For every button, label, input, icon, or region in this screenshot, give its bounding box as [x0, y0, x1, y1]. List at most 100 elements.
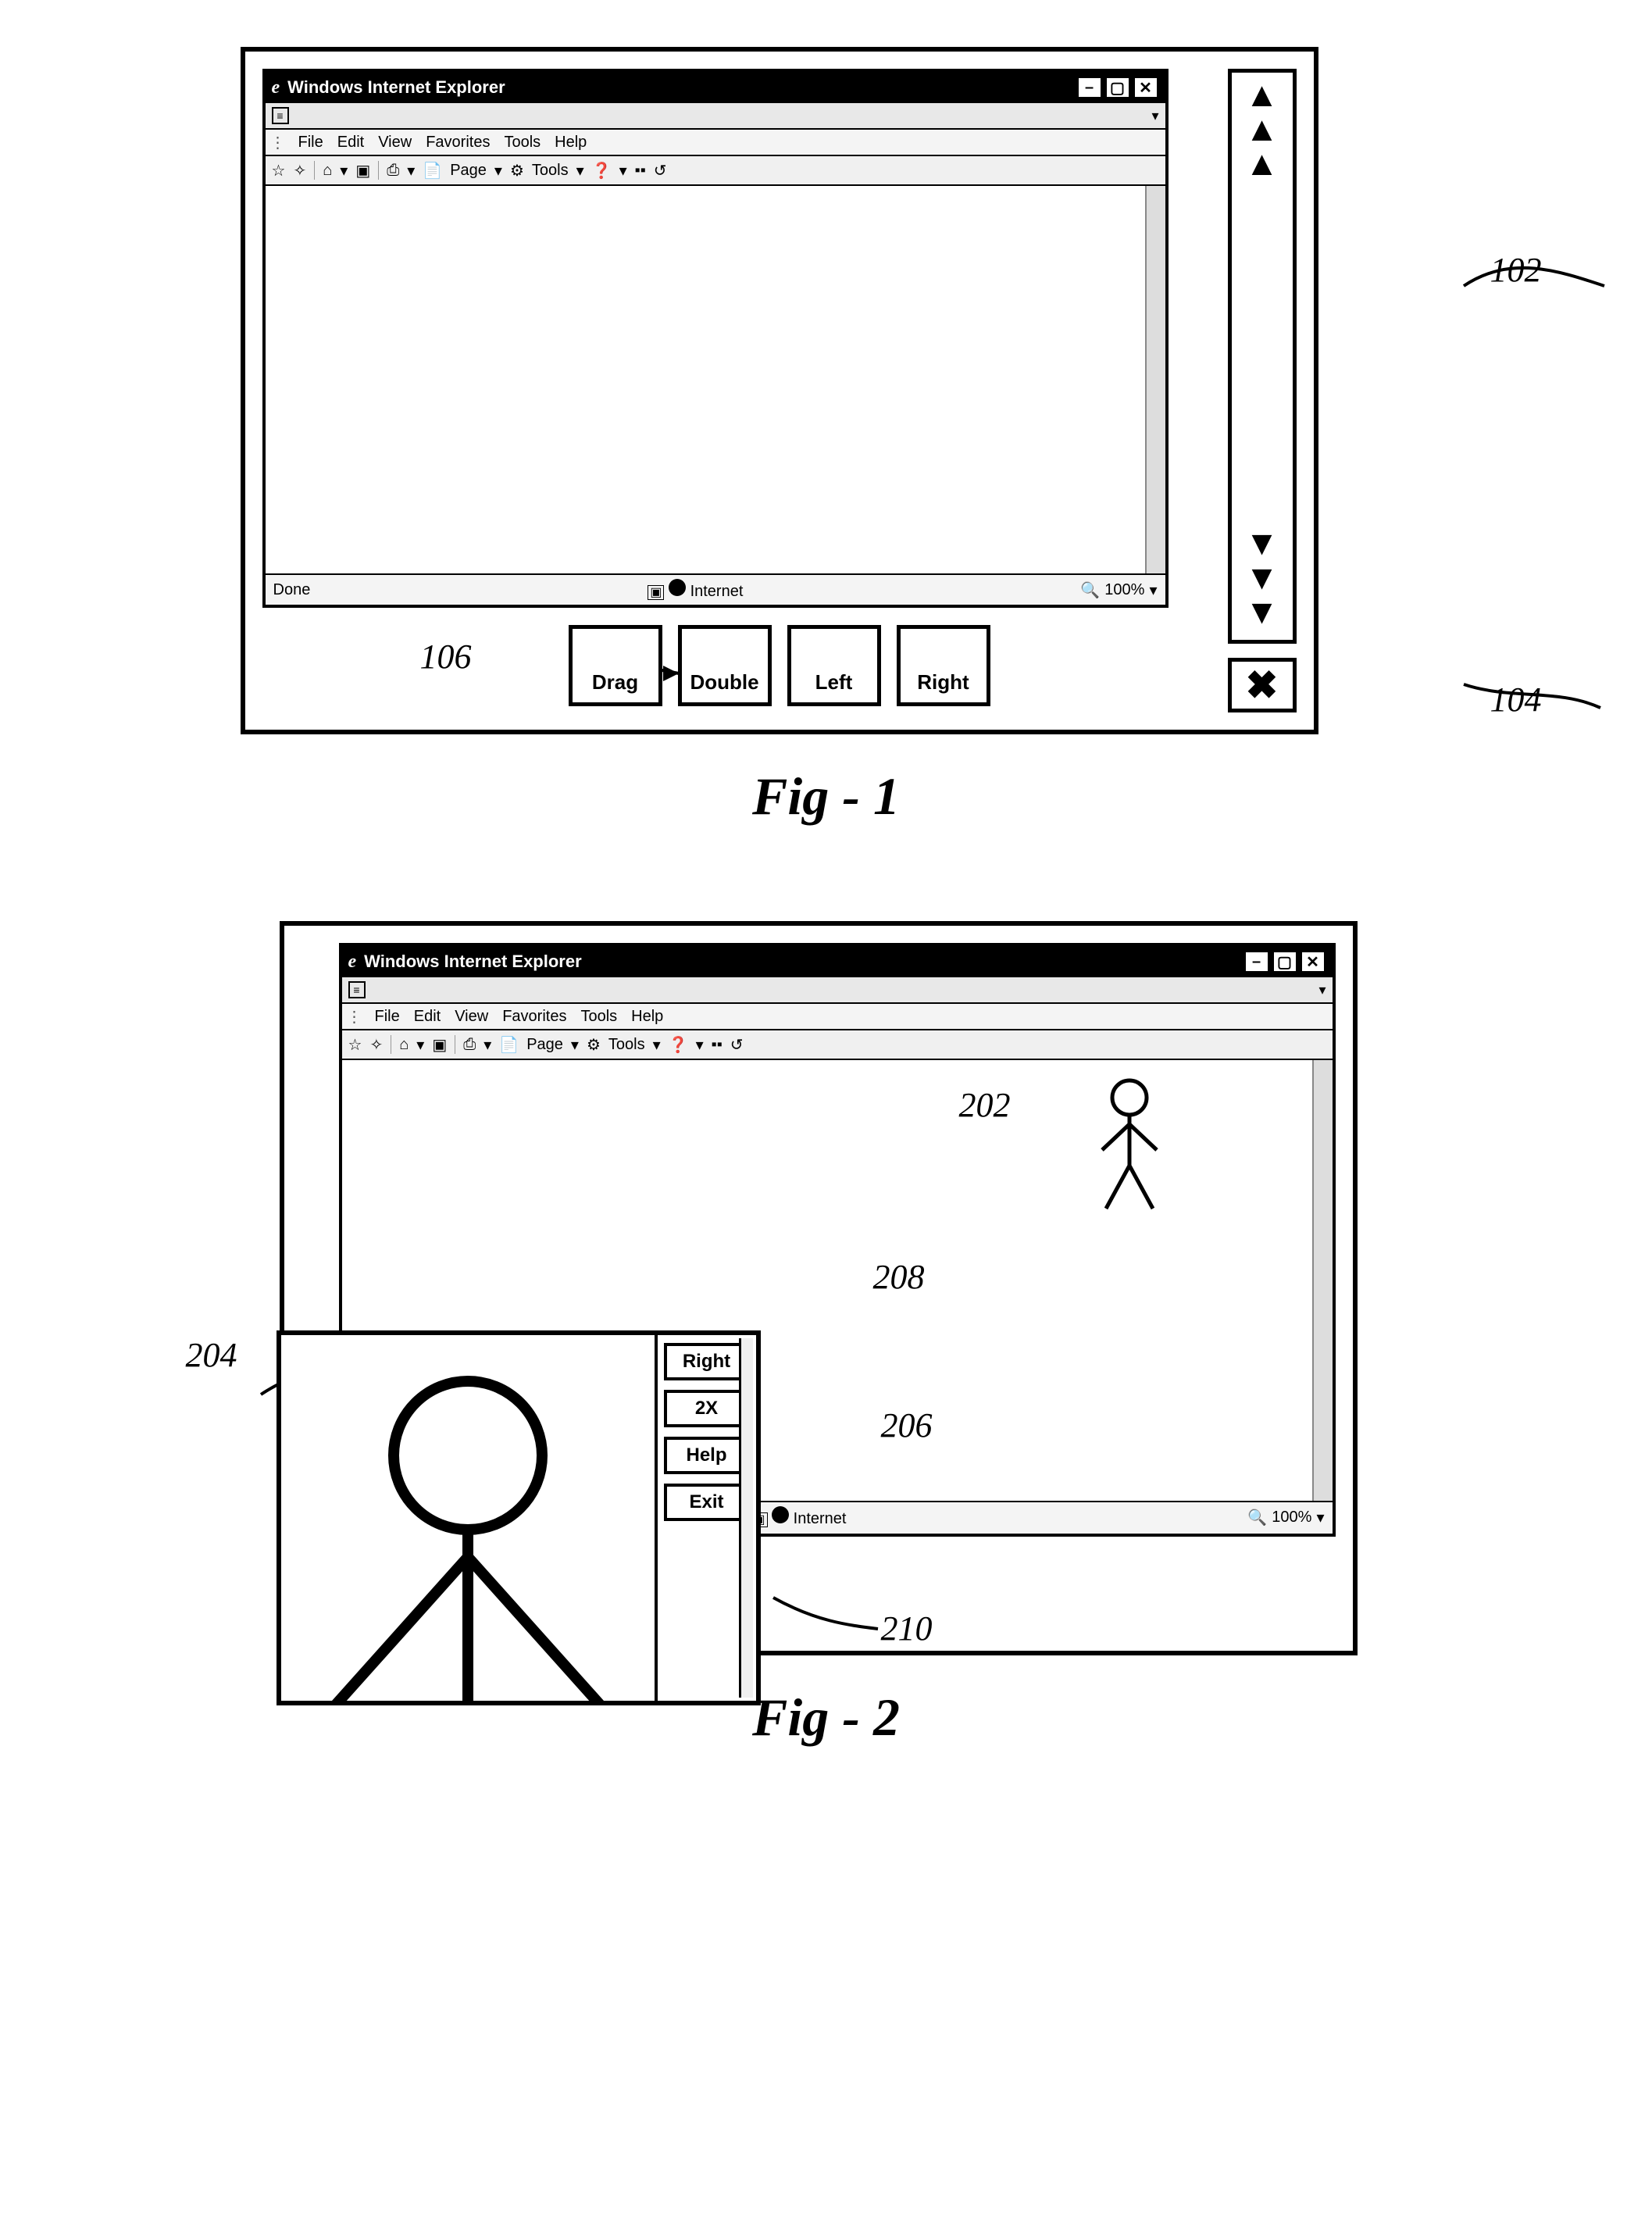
- drag-button[interactable]: Drag: [569, 625, 662, 706]
- minimize-button[interactable]: –: [1243, 950, 1270, 973]
- toolbar-page-label[interactable]: Page: [526, 1036, 563, 1054]
- label-210: 210: [881, 1609, 933, 1648]
- zoom-chevron-icon[interactable]: ▾: [1149, 580, 1157, 600]
- window-buttons-2: – ▢ ✕: [1242, 950, 1326, 973]
- feeds-icon[interactable]: ▣: [355, 161, 370, 180]
- menu-view[interactable]: View: [378, 134, 412, 152]
- page-menu-icon[interactable]: 📄: [499, 1035, 519, 1055]
- panel-scrollbar[interactable]: [739, 1338, 753, 1698]
- menu-edit[interactable]: Edit: [337, 134, 364, 152]
- chevron-down-icon[interactable]: ▾: [1318, 982, 1326, 998]
- toolbar-extra-2[interactable]: ↺: [654, 161, 667, 180]
- favorites-star-icon[interactable]: ☆: [348, 1035, 362, 1055]
- panel-right-button[interactable]: Right: [664, 1343, 750, 1380]
- panel-help-button[interactable]: Help: [664, 1437, 750, 1474]
- right-button[interactable]: Right: [897, 625, 990, 706]
- tools-gear-icon[interactable]: ⚙: [587, 1035, 601, 1055]
- menu-file[interactable]: File: [298, 134, 323, 152]
- window-title-2: Windows Internet Explorer: [364, 952, 582, 972]
- magnifier-window[interactable]: Right 2X Help Exit: [277, 1330, 761, 1705]
- home-icon[interactable]: ⌂: [399, 1036, 409, 1054]
- speed-sidebar: ▲ ▲ ▲ ▼ ▼ ▼: [1228, 69, 1297, 644]
- tools-gear-icon[interactable]: ⚙: [510, 161, 524, 180]
- menu-favorites[interactable]: Favorites: [426, 134, 490, 152]
- toolbar-2: ☆ ✧ ⌂ ▾ ▣ ⎙ ▾ 📄 Page ▾ ⚙ Tools ▾ ❓ ▾ ▪▪ …: [342, 1030, 1333, 1060]
- window-buttons: – ▢ ✕: [1075, 76, 1159, 99]
- print-icon[interactable]: ⎙: [387, 162, 399, 180]
- grip-icon: ⋮: [270, 133, 284, 152]
- figure-2: e Windows Internet Explorer – ▢ ✕ ≡ ▾ ⋮ …: [123, 921, 1529, 1748]
- status-middle: ▣ Internet: [326, 579, 1065, 601]
- add-favorite-icon[interactable]: ✧: [369, 1035, 383, 1055]
- label-204: 204: [186, 1335, 237, 1375]
- scrollbar[interactable]: [1145, 186, 1165, 573]
- content-area: [266, 186, 1165, 575]
- toolbar-extra-2[interactable]: ↺: [730, 1035, 744, 1055]
- zoom-chevron-icon[interactable]: ▾: [1316, 1508, 1324, 1527]
- toolbar-extra-1[interactable]: ▪▪: [712, 1036, 723, 1054]
- status-bar: Done ▣ Internet 🔍 100% ▾: [266, 575, 1165, 605]
- label-202: 202: [959, 1085, 1011, 1125]
- zoom-value-2[interactable]: 100%: [1272, 1509, 1311, 1527]
- status-right: 🔍 100% ▾: [1080, 580, 1157, 600]
- ie-window: e Windows Internet Explorer – ▢ ✕ ≡ ▾ ⋮ …: [262, 69, 1169, 608]
- panel-2x-button[interactable]: 2X: [664, 1390, 750, 1427]
- toolbar: ☆ ✧ ⌂ ▾ ▣ ⎙ ▾ 📄 Page ▾ ⚙ Tools ▾ ❓ ▾ ▪▪ …: [266, 156, 1165, 186]
- menu-help[interactable]: Help: [555, 134, 587, 152]
- scrollbar-2[interactable]: [1312, 1060, 1333, 1501]
- help-icon[interactable]: ❓: [592, 161, 612, 180]
- menu-tools[interactable]: Tools: [580, 1008, 617, 1026]
- titlebar: e Windows Internet Explorer – ▢ ✕: [266, 72, 1165, 103]
- menu-help[interactable]: Help: [631, 1008, 663, 1026]
- help-icon[interactable]: ❓: [669, 1035, 688, 1055]
- feeds-icon[interactable]: ▣: [432, 1035, 447, 1055]
- maximize-button[interactable]: ▢: [1272, 950, 1298, 973]
- page-icon: ≡: [348, 981, 366, 998]
- menu-view[interactable]: View: [455, 1008, 488, 1026]
- close-button[interactable]: ✕: [1133, 76, 1159, 99]
- click-type-row: Drag Double Left Right: [569, 625, 990, 706]
- menu-tools[interactable]: Tools: [504, 134, 541, 152]
- left-button[interactable]: Left: [787, 625, 881, 706]
- titlebar-2: e Windows Internet Explorer – ▢ ✕: [342, 946, 1333, 977]
- home-icon[interactable]: ⌂: [323, 162, 332, 180]
- zoom-value[interactable]: 100%: [1104, 581, 1144, 599]
- speed-close-button[interactable]: ✖: [1228, 658, 1297, 712]
- toolbar-page-label[interactable]: Page: [450, 162, 487, 180]
- print-icon[interactable]: ⎙: [463, 1036, 476, 1054]
- stick-figure-large: [304, 1362, 632, 1701]
- grip-icon: ⋮: [347, 1007, 361, 1027]
- menu-file[interactable]: File: [375, 1008, 400, 1026]
- chevron-down-icon[interactable]: ▾: [1151, 108, 1158, 124]
- address-bar-2[interactable]: ≡ ▾: [342, 977, 1333, 1004]
- toolbar-tools-label[interactable]: Tools: [608, 1036, 645, 1054]
- ie-logo-icon: e: [348, 952, 357, 973]
- window-title: Windows Internet Explorer: [287, 77, 505, 98]
- magnified-view: [281, 1335, 658, 1701]
- page-icon: ≡: [272, 107, 289, 124]
- toolbar-tools-label[interactable]: Tools: [532, 162, 569, 180]
- globe-icon: [669, 579, 686, 596]
- close-button[interactable]: ✕: [1300, 950, 1326, 973]
- menu-favorites[interactable]: Favorites: [502, 1008, 566, 1026]
- protected-mode-icon: ▣: [648, 585, 664, 600]
- status-text: Done: [273, 581, 311, 599]
- add-favorite-icon[interactable]: ✧: [293, 161, 306, 180]
- label-206: 206: [881, 1405, 933, 1445]
- minimize-button[interactable]: –: [1076, 76, 1103, 99]
- maximize-button[interactable]: ▢: [1104, 76, 1131, 99]
- favorites-star-icon[interactable]: ☆: [272, 161, 286, 180]
- figure-1: e Windows Internet Explorer – ▢ ✕ ≡ ▾ ⋮ …: [123, 47, 1529, 827]
- magnifier-side-panel: Right 2X Help Exit: [655, 1335, 756, 1701]
- speed-down-3[interactable]: ▼: [1245, 598, 1279, 632]
- toolbar-extra-1[interactable]: ▪▪: [635, 162, 646, 180]
- double-button[interactable]: Double: [678, 625, 772, 706]
- address-bar[interactable]: ≡ ▾: [266, 103, 1165, 130]
- menu-edit[interactable]: Edit: [414, 1008, 441, 1026]
- speed-up-1[interactable]: ▲: [1245, 149, 1279, 184]
- fig2-outer-frame: e Windows Internet Explorer – ▢ ✕ ≡ ▾ ⋮ …: [280, 921, 1358, 1655]
- panel-exit-button[interactable]: Exit: [664, 1484, 750, 1521]
- page-menu-icon[interactable]: 📄: [423, 161, 442, 180]
- security-zone: Internet: [690, 583, 744, 600]
- stick-figure-cursor: [1083, 1076, 1176, 1216]
